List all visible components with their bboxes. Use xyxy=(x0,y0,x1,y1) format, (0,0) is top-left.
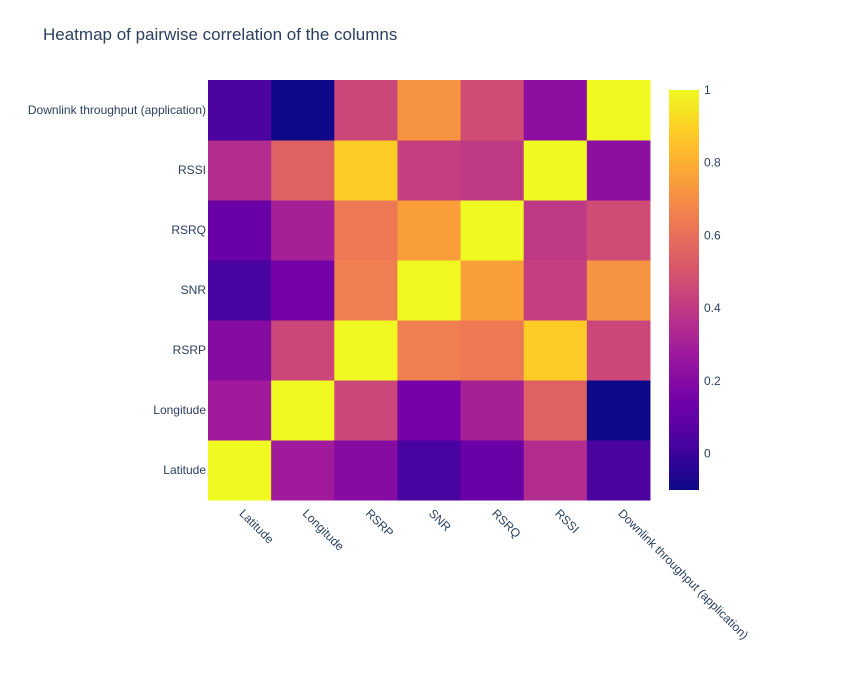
y-tick-label: RSSI xyxy=(178,163,206,177)
heatmap-cell xyxy=(208,80,272,141)
heatmap-cell xyxy=(586,380,651,441)
heatmap-cell xyxy=(523,320,588,381)
heatmap-cells xyxy=(208,80,651,501)
heatmap-cell xyxy=(208,260,272,321)
heatmap-cell xyxy=(523,140,588,201)
heatmap-cell xyxy=(460,200,525,261)
y-tick-label: RSRQ xyxy=(171,223,206,237)
heatmap-cell xyxy=(586,200,651,261)
heatmap-cell xyxy=(586,140,651,201)
heatmap-cell xyxy=(271,260,335,321)
heatmap-cell xyxy=(334,80,398,141)
heatmap-cell xyxy=(460,380,525,441)
heatmap-cell xyxy=(397,440,462,501)
heatmap-cell xyxy=(523,380,588,441)
x-tick-label: RSRQ xyxy=(489,506,523,540)
heatmap-cell xyxy=(397,80,462,141)
heatmap-cell xyxy=(586,320,651,381)
colorbar: 0 0.2 0.4 0.6 0.8 1 xyxy=(669,83,721,490)
heatmap-cell xyxy=(208,200,272,261)
colorbar-tick-label: 1 xyxy=(704,83,711,97)
colorbar-gradient xyxy=(669,90,699,490)
heatmap-cell xyxy=(397,140,462,201)
heatmap-cell xyxy=(208,380,272,441)
colorbar-tick-label: 0.8 xyxy=(704,156,721,170)
colorbar-tick-label: 0 xyxy=(704,447,711,461)
heatmap-cell xyxy=(460,140,525,201)
heatmap-cell xyxy=(460,320,525,381)
heatmap-cell xyxy=(208,440,272,501)
y-tick-label: Downlink throughput (application) xyxy=(28,103,206,117)
heatmap-cell xyxy=(397,380,462,441)
y-tick-label: Latitude xyxy=(163,463,206,477)
x-tick-label: Downlink throughput (application) xyxy=(615,506,751,642)
heatmap-cell xyxy=(586,80,651,141)
x-tick-label: SNR xyxy=(426,506,454,534)
heatmap-cell xyxy=(271,80,335,141)
heatmap-cell xyxy=(523,440,588,501)
heatmap-cell xyxy=(271,140,335,201)
heatmap-cell xyxy=(397,260,462,321)
heatmap-cell xyxy=(523,80,588,141)
heatmap-cell xyxy=(208,320,272,381)
heatmap-cell xyxy=(334,380,398,441)
heatmap-cell xyxy=(208,140,272,201)
heatmap-cell xyxy=(271,440,335,501)
x-axis-tick-labels: Latitude Longitude RSRP SNR RSRQ RSSI Downlink… xyxy=(237,506,752,642)
heatmap-cell xyxy=(334,200,398,261)
x-tick-label: Longitude xyxy=(300,506,347,553)
heatmap-cell xyxy=(460,260,525,321)
heatmap-cell xyxy=(334,260,398,321)
heatmap-cell xyxy=(523,260,588,321)
heatmap-cell xyxy=(334,320,398,381)
heatmap-cell xyxy=(334,440,398,501)
heatmap-cell xyxy=(271,380,335,441)
y-tick-label: SNR xyxy=(181,283,207,297)
x-tick-label: RSSI xyxy=(552,506,582,536)
y-tick-label: Longitude xyxy=(153,403,206,417)
heatmap-cell xyxy=(586,260,651,321)
heatmap-cell xyxy=(460,440,525,501)
y-tick-label: RSRP xyxy=(173,343,206,357)
heatmap-cell xyxy=(271,200,335,261)
heatmap-cell xyxy=(397,320,462,381)
heatmap-cell xyxy=(460,80,525,141)
x-tick-label: RSRP xyxy=(363,506,396,539)
heatmap-cell xyxy=(271,320,335,381)
chart-title: Heatmap of pairwise correlation of the c… xyxy=(43,25,397,44)
y-axis-tick-labels: Latitude Longitude RSRP SNR RSRQ RSSI Downlink… xyxy=(28,103,206,477)
heatmap-cell xyxy=(397,200,462,261)
colorbar-tick-label: 0.6 xyxy=(704,228,721,242)
colorbar-tick-label: 0.4 xyxy=(704,301,721,315)
heatmap-cell xyxy=(586,440,651,501)
heatmap-cell xyxy=(334,140,398,201)
colorbar-tick-label: 0.2 xyxy=(704,374,721,388)
heatmap-cell xyxy=(523,200,588,261)
x-tick-label: Latitude xyxy=(237,506,277,546)
